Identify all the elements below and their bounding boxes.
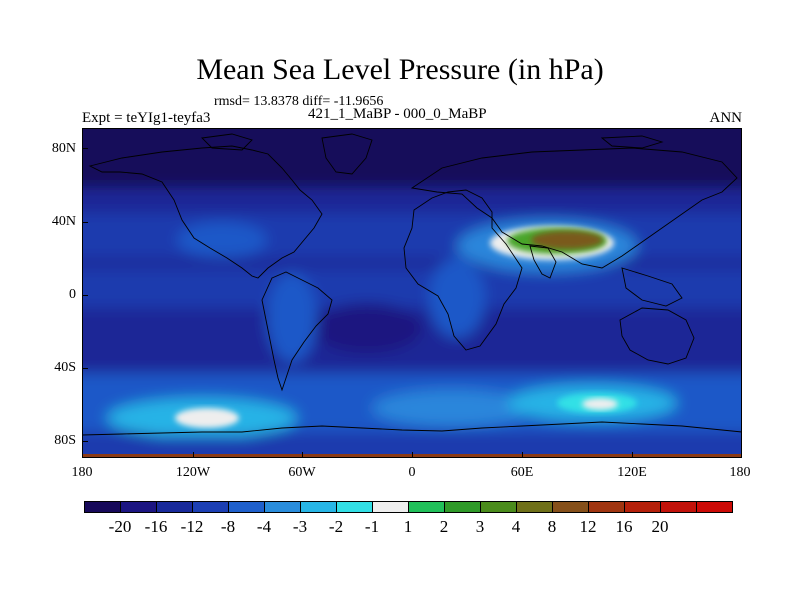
lon-label: 60E <box>510 465 534 480</box>
colorbar-label: -2 <box>328 517 344 536</box>
colorbar-box <box>156 501 193 513</box>
colorbar-label: -1 <box>364 517 380 536</box>
colorbar-box <box>660 501 697 513</box>
coast-australia <box>619 307 695 365</box>
colorbar-box <box>120 501 157 513</box>
colorbar-label: 20 <box>651 517 669 536</box>
colorbar-box <box>84 501 121 513</box>
colorbar-label: -3 <box>292 517 308 536</box>
colorbar-label: -16 <box>144 517 168 536</box>
lon-label: 120E <box>617 465 647 480</box>
field-south-white-1 <box>175 408 239 428</box>
y-tick-40n <box>82 222 88 223</box>
plot-title: Mean Sea Level Pressure (in hPa) <box>196 53 604 86</box>
colorbar-label: 8 <box>547 517 557 536</box>
field-antarctic <box>82 436 742 458</box>
colorbar-box <box>264 501 301 513</box>
colorbar-label: 1 <box>403 517 413 536</box>
field-asia-core <box>531 231 603 249</box>
colorbar-box <box>624 501 661 513</box>
pressure-map <box>82 128 742 458</box>
field-africa <box>429 258 485 338</box>
coast-india <box>529 245 557 279</box>
colorbar-box <box>192 501 229 513</box>
lat-label: 80S <box>54 433 76 448</box>
field-atlantic-low <box>312 303 422 353</box>
lon-label: 180 <box>729 465 751 480</box>
colorbar-box <box>300 501 337 513</box>
y-tick-80s <box>82 441 88 442</box>
field-fill <box>82 128 742 458</box>
colorbar-label: -20 <box>108 517 132 536</box>
colorbar-box <box>228 501 265 513</box>
coast-antarctica <box>82 421 742 436</box>
coast-greenland <box>321 133 373 175</box>
stats-label: rmsd= 13.8378 diff= -11.9656 <box>214 94 384 109</box>
coast-eurasia <box>410 147 738 269</box>
coast-southeast-asia <box>621 267 683 307</box>
coastlines <box>82 133 742 436</box>
lon-label: 60W <box>288 465 316 480</box>
colorbar-box <box>408 501 445 513</box>
field-tropics <box>82 268 742 308</box>
coast-africa-europe <box>403 189 523 351</box>
x-tick-120w <box>193 452 194 458</box>
colorbar <box>84 501 733 513</box>
colorbar-label: 2 <box>439 517 449 536</box>
y-tick-0 <box>82 295 88 296</box>
colorbar-box <box>444 501 481 513</box>
field-south-patch-2 <box>372 390 532 426</box>
field-south-america <box>267 273 317 363</box>
lon-label: 180 <box>71 465 93 480</box>
lat-label: 40S <box>54 360 76 375</box>
colorbar-label: 16 <box>615 517 633 536</box>
lat-label: 0 <box>69 287 76 302</box>
x-tick-60w <box>302 452 303 458</box>
lat-label: 40N <box>51 214 76 229</box>
colorbar-box <box>696 501 733 513</box>
colorbar-label: 3 <box>475 517 485 536</box>
field-north-america <box>177 222 267 258</box>
lat-label: 80N <box>51 141 76 156</box>
colorbar-box <box>480 501 517 513</box>
colorbar-label: -8 <box>220 517 236 536</box>
x-tick-120e <box>632 452 633 458</box>
y-tick-40s <box>82 368 88 369</box>
colorbar-box <box>588 501 625 513</box>
experiment-label: Expt = teYIg1-teyfa3 <box>82 110 211 126</box>
coast-south-america <box>261 271 333 392</box>
coast-arctic-islands <box>201 133 664 151</box>
coast-north-america <box>88 145 323 279</box>
period-label: 421_1_MaBP - 000_0_MaBP <box>308 106 487 122</box>
field-arctic <box>82 128 742 188</box>
field-south-white-3 <box>582 398 618 410</box>
y-tick-80n <box>82 148 88 149</box>
colorbar-label: 4 <box>511 517 521 536</box>
colorbar-label: 12 <box>579 517 597 536</box>
x-tick-0 <box>412 452 413 458</box>
season-label: ANN <box>709 110 743 126</box>
colorbar-label: -12 <box>180 517 204 536</box>
x-tick-60e <box>522 452 523 458</box>
colorbar-box <box>552 501 589 513</box>
colorbar-label: -4 <box>256 517 272 536</box>
colorbar-box <box>516 501 553 513</box>
colorbar-box <box>336 501 373 513</box>
map-svg <box>82 128 742 458</box>
colorbar-box <box>372 501 409 513</box>
lon-label: 0 <box>408 465 416 480</box>
lon-label: 120W <box>175 465 211 480</box>
